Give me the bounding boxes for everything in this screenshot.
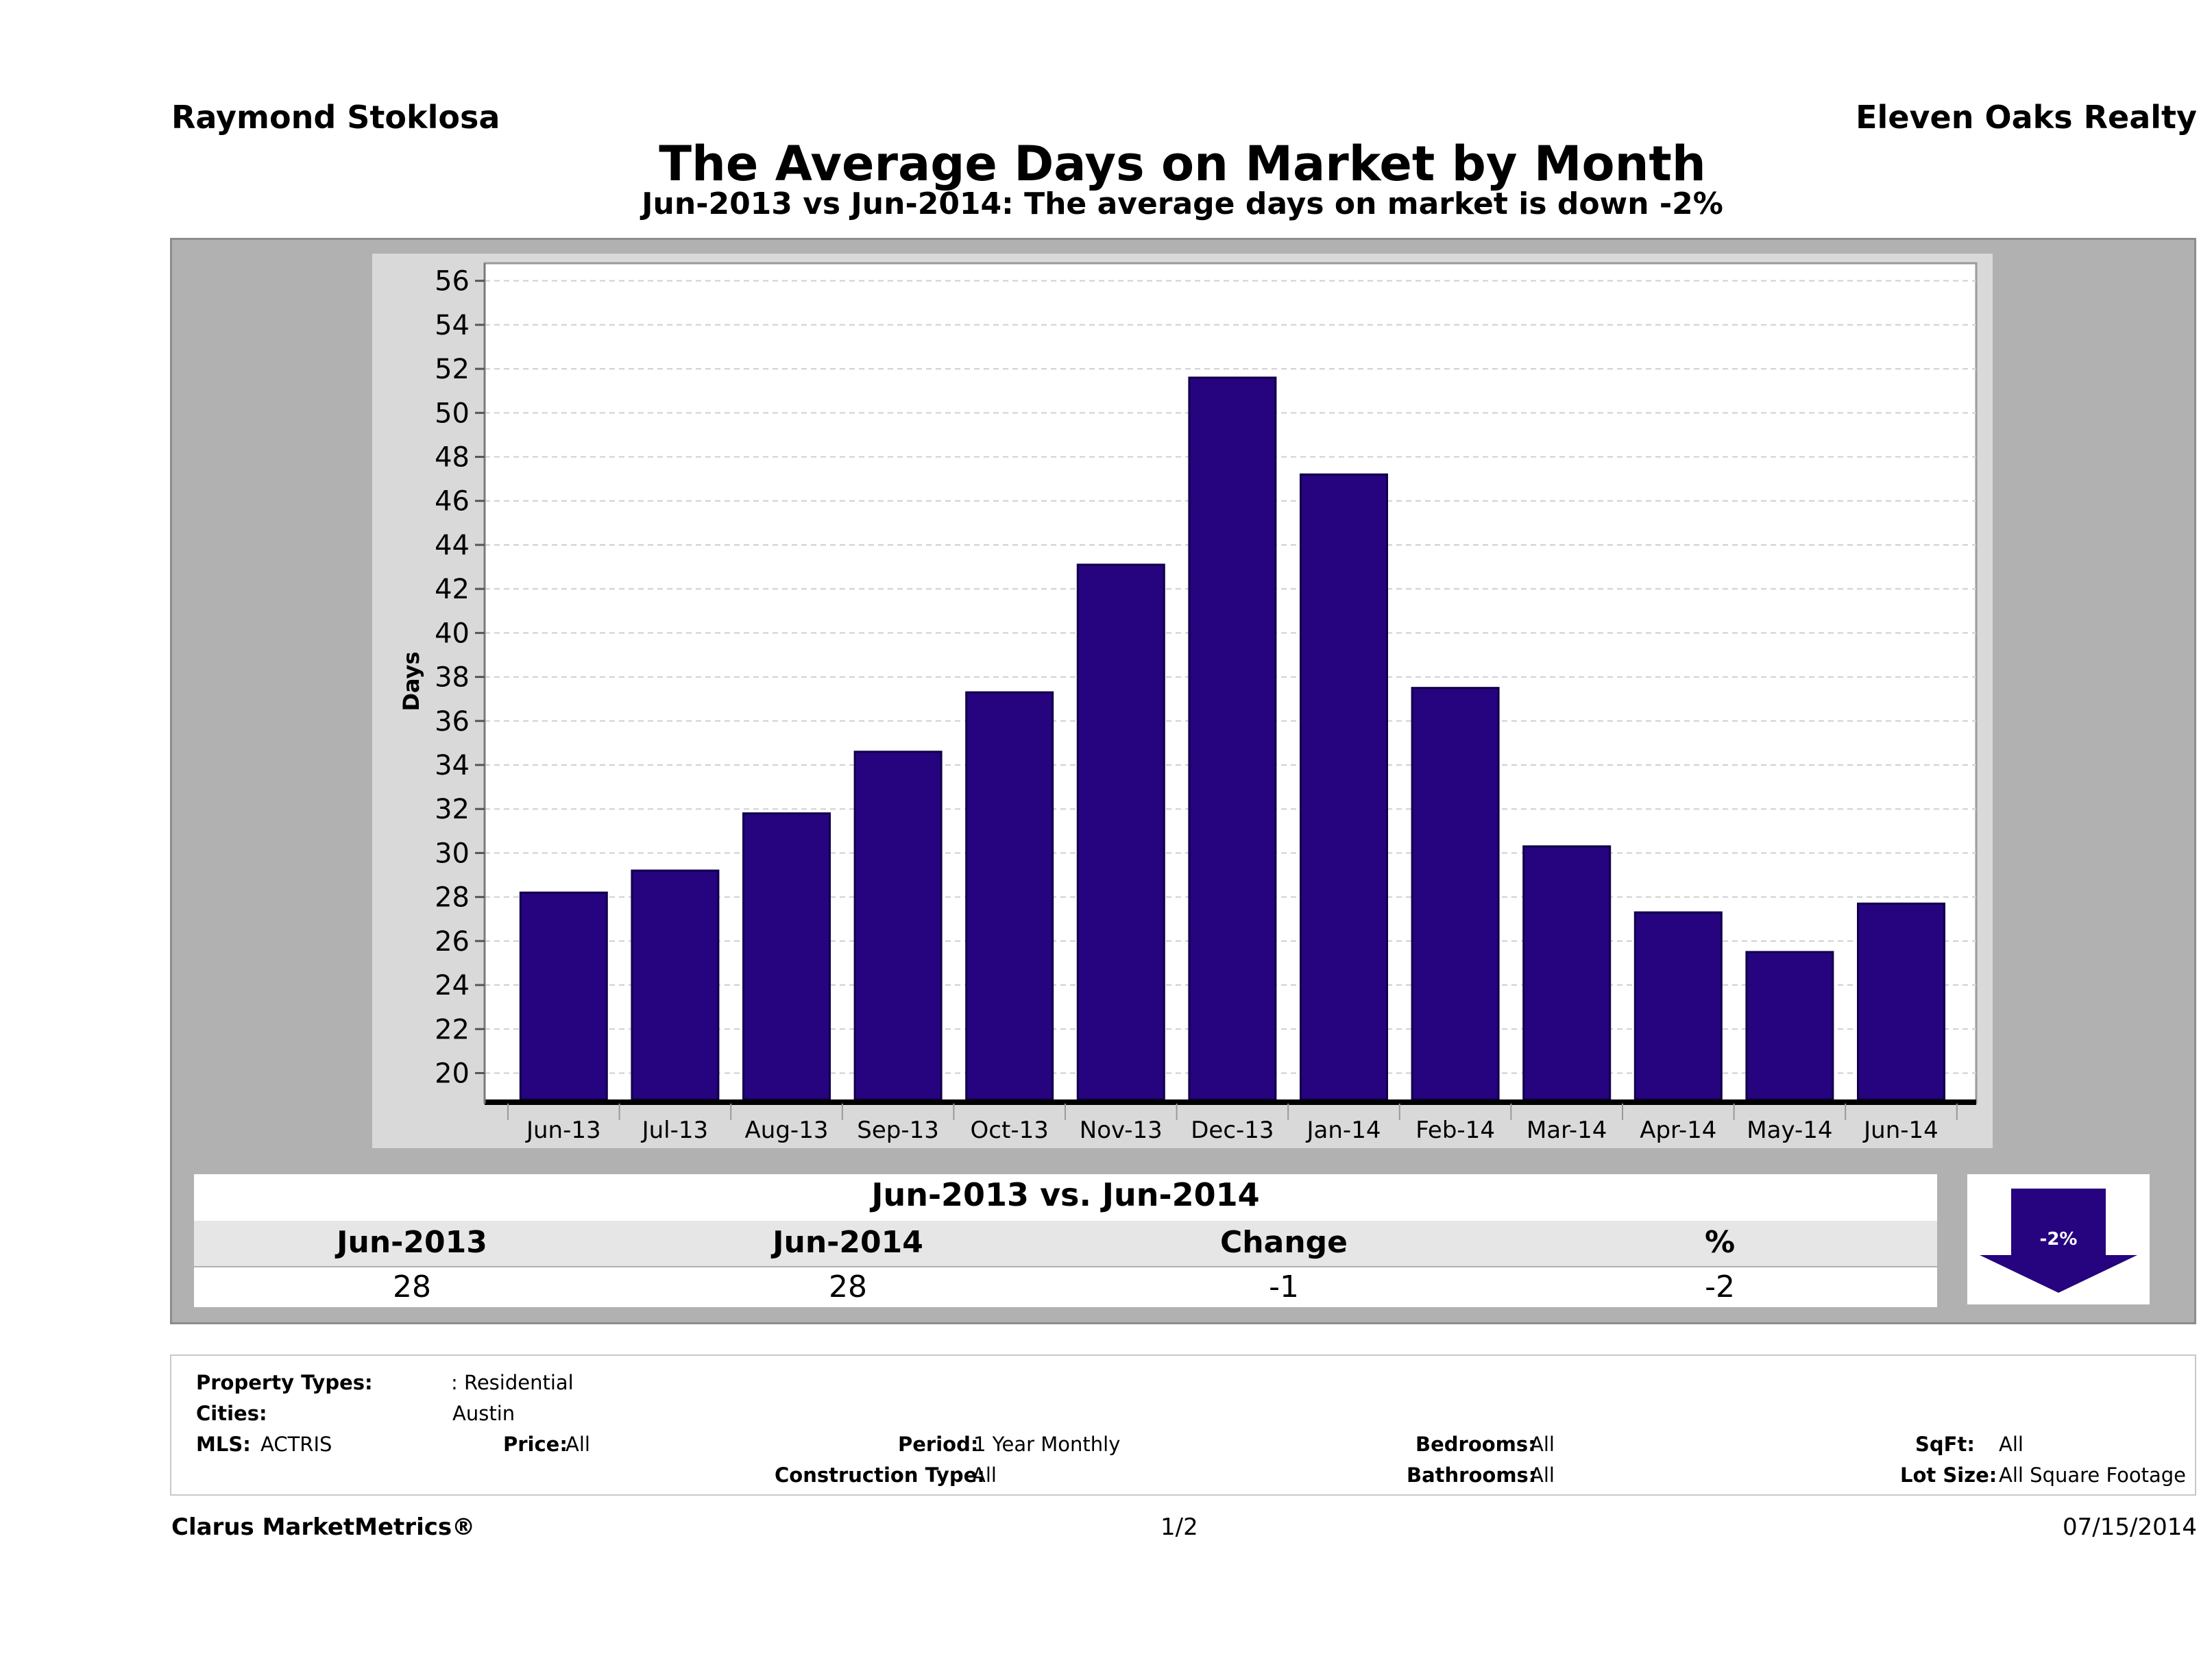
y-tick-label: 56 xyxy=(435,266,470,297)
y-tick-label: 48 xyxy=(435,442,470,474)
page-subtitle: Jun-2013 vs Jun-2014: The average days o… xyxy=(642,186,1723,221)
y-tick-label: 44 xyxy=(435,530,470,561)
x-tick-label: Feb-14 xyxy=(1415,1117,1495,1144)
comparison-header-change: Change xyxy=(1220,1225,1348,1260)
x-tick-label: May-14 xyxy=(1747,1117,1832,1144)
bar-chart: 20 22 24 26 28 30 32 34 36 38 40 42 44 46 48 50 52 54 56 J… xyxy=(398,262,1978,1144)
construction-type-value: All xyxy=(972,1463,997,1487)
construction-type-label: Construction Type: xyxy=(775,1463,985,1487)
change-badge-label: -2% xyxy=(2039,1229,2078,1250)
y-tick-label: 52 xyxy=(435,354,470,385)
y-tick-label: 26 xyxy=(435,926,470,958)
comparison-value-band xyxy=(194,1267,1937,1307)
bathrooms-value: All xyxy=(1530,1463,1555,1487)
x-tick-label: Jan-14 xyxy=(1306,1117,1381,1144)
x-tick-label: Mar-14 xyxy=(1527,1117,1607,1144)
y-tick-label: 46 xyxy=(435,486,470,518)
y-tick-label: 50 xyxy=(435,398,470,429)
comparison-header-percent: % xyxy=(1704,1225,1736,1260)
bar-aug-13 xyxy=(742,812,831,1101)
x-tick-label: Apr-14 xyxy=(1640,1117,1716,1144)
footer-brand: Clarus MarketMetrics® xyxy=(171,1513,476,1541)
page-number: 1/2 xyxy=(1160,1513,1198,1541)
property-types-value: : Residential xyxy=(451,1371,574,1394)
y-tick-label: 42 xyxy=(435,574,470,605)
mls-value: ACTRIS xyxy=(260,1433,332,1456)
bedrooms-value: All xyxy=(1530,1433,1555,1456)
y-tick-label: 32 xyxy=(435,794,470,825)
bar-may-14 xyxy=(1745,951,1834,1101)
comparison-value-jun-2013: 28 xyxy=(393,1269,431,1304)
bathrooms-label: Bathrooms: xyxy=(1407,1463,1537,1487)
bar-jul-13 xyxy=(631,869,720,1101)
x-tick-label: Jun-13 xyxy=(525,1117,601,1144)
bedrooms-label: Bedrooms: xyxy=(1415,1433,1536,1456)
comparison-title-box xyxy=(194,1174,1937,1221)
y-tick-label: 38 xyxy=(435,662,470,694)
price-value: All xyxy=(566,1433,590,1456)
page-title: The Average Days on Market by Month xyxy=(659,136,1706,192)
x-tick-label: Jun-14 xyxy=(1862,1117,1938,1144)
company-name: Eleven Oaks Realty xyxy=(1856,99,2197,136)
y-tick-label: 40 xyxy=(435,618,470,649)
x-tick-label: Sep-13 xyxy=(857,1117,939,1144)
y-tick-label: 30 xyxy=(435,838,470,869)
y-tick-label: 24 xyxy=(435,970,470,1001)
comparison-value-change: -1 xyxy=(1269,1269,1299,1304)
cities-value: Austin xyxy=(452,1402,515,1425)
comparison-header-jun-2014: Jun-2014 xyxy=(773,1225,923,1260)
bar-jan-14 xyxy=(1300,473,1388,1101)
x-tick-label: Dec-13 xyxy=(1191,1117,1274,1144)
y-tick-label: 54 xyxy=(435,310,470,341)
comparison-value-jun-2014: 28 xyxy=(829,1269,867,1304)
lot-size-value: All Square Footage xyxy=(1999,1463,2187,1487)
sqft-value: All xyxy=(1999,1433,2023,1456)
price-label: Price: xyxy=(503,1433,568,1456)
x-tick-label: Oct-13 xyxy=(971,1117,1049,1144)
y-tick-label: 28 xyxy=(435,882,470,914)
comparison-header-jun-2013: Jun-2013 xyxy=(337,1225,487,1260)
property-types-label: Property Types: xyxy=(196,1371,373,1394)
cities-label: Cities: xyxy=(196,1402,267,1425)
change-badge-box xyxy=(1967,1174,2150,1304)
bar-nov-13 xyxy=(1076,563,1165,1101)
report-date: 07/15/2014 xyxy=(2063,1513,2197,1541)
chart-area: 20 22 24 26 28 30 32 34 36 38 40 42 44 46 48 50 52 54 56 J… xyxy=(372,254,1993,1148)
comparison-value-percent: -2 xyxy=(1705,1269,1735,1304)
bar-mar-14 xyxy=(1522,845,1612,1101)
bar-sep-13 xyxy=(853,751,943,1101)
lot-size-label: Lot Size: xyxy=(1900,1463,1997,1487)
agent-name: Raymond Stoklosa xyxy=(171,99,500,136)
bar-dec-13 xyxy=(1188,376,1277,1101)
x-tick-label: Nov-13 xyxy=(1080,1117,1163,1144)
bar-jun-13 xyxy=(519,891,608,1101)
sqft-label: SqFt: xyxy=(1915,1433,1975,1456)
y-axis-label: Days xyxy=(398,651,424,711)
x-tick-label: Jul-13 xyxy=(641,1117,709,1144)
comparison-header-band xyxy=(194,1221,1937,1266)
bar-oct-13 xyxy=(965,691,1054,1101)
period-value: 1 Year Monthly xyxy=(973,1433,1121,1456)
x-tick-label: Aug-13 xyxy=(745,1117,829,1144)
arrow-down-icon xyxy=(1980,1189,2137,1293)
y-tick-label: 36 xyxy=(435,706,470,738)
criteria-box xyxy=(170,1354,2196,1496)
period-label: Period: xyxy=(898,1433,979,1456)
comparison-title: Jun-2013 vs. Jun-2014 xyxy=(871,1176,1260,1213)
y-tick-label: 34 xyxy=(435,750,470,781)
bar-apr-14 xyxy=(1633,911,1723,1101)
mls-label: MLS: xyxy=(196,1433,251,1456)
bar-jun-14 xyxy=(1857,902,1945,1101)
y-tick-label: 20 xyxy=(435,1058,470,1089)
y-tick-label: 22 xyxy=(435,1014,470,1045)
bar-feb-14 xyxy=(1411,687,1500,1101)
